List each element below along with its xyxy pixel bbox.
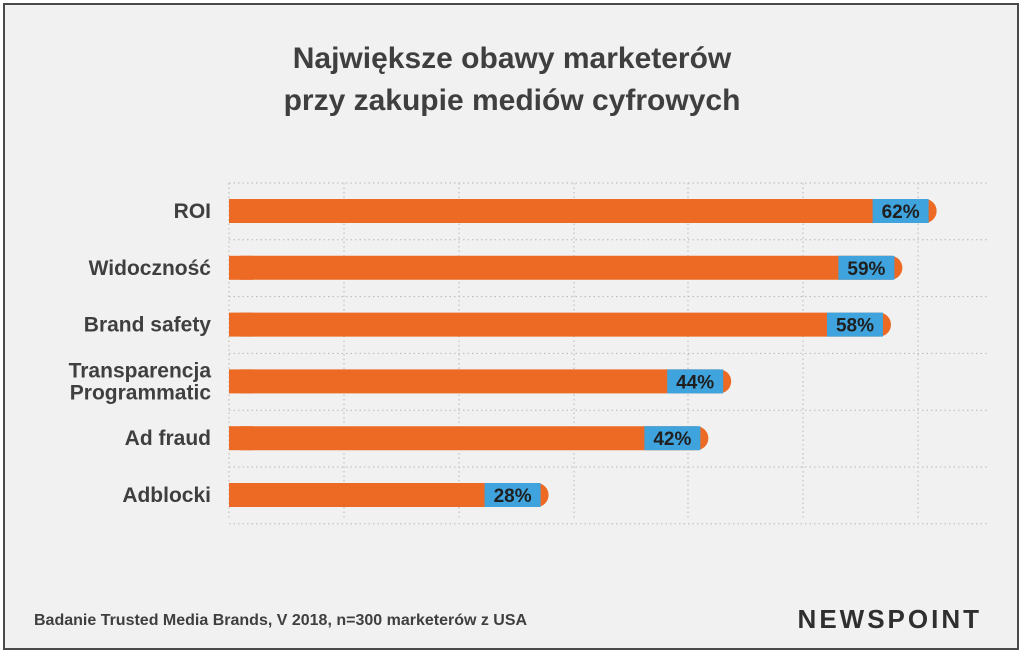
bar bbox=[229, 426, 709, 451]
data-label-box bbox=[826, 312, 883, 337]
category-label: Widoczność bbox=[89, 257, 212, 280]
bar bbox=[229, 199, 937, 223]
data-label-box bbox=[484, 483, 541, 507]
bar-left-cap bbox=[229, 255, 253, 280]
bar-left-cap bbox=[229, 312, 253, 337]
data-label: 62% bbox=[882, 202, 920, 223]
data-label: 59% bbox=[847, 259, 885, 280]
data-label: 44% bbox=[676, 372, 714, 393]
source-note: Badanie Trusted Media Brands, V 2018, n=… bbox=[34, 612, 528, 629]
category-label: Adblocki bbox=[122, 484, 211, 507]
chart-title: Największe obawy marketerów przy zakupie… bbox=[0, 38, 1024, 122]
data-label-box bbox=[644, 426, 701, 451]
data-label: 28% bbox=[494, 486, 532, 507]
title-line-2: przy zakupie mediów cyfrowych bbox=[283, 84, 741, 117]
newspoint-logo: NEWSPOINT bbox=[797, 604, 982, 634]
bar-left-cap bbox=[229, 369, 253, 394]
title-line-1: Największe obawy marketerów bbox=[292, 42, 732, 75]
category-label: ROI bbox=[174, 200, 211, 223]
data-label-box bbox=[872, 199, 929, 223]
category-label: Transparencja bbox=[69, 359, 212, 382]
category-label: Ad fraud bbox=[125, 427, 211, 450]
category-label: Brand safety bbox=[84, 314, 212, 337]
bar bbox=[229, 255, 903, 280]
data-label: 42% bbox=[653, 429, 691, 450]
bar-left-cap bbox=[229, 426, 253, 451]
data-label: 58% bbox=[836, 316, 874, 337]
data-label-box bbox=[667, 369, 724, 394]
bar-left-cap bbox=[229, 199, 253, 223]
bar bbox=[229, 369, 732, 394]
data-label-box bbox=[838, 255, 895, 280]
bar bbox=[229, 312, 891, 337]
bar bbox=[229, 483, 549, 507]
bar-left-cap bbox=[229, 483, 253, 507]
category-label: Programmatic bbox=[70, 381, 212, 404]
